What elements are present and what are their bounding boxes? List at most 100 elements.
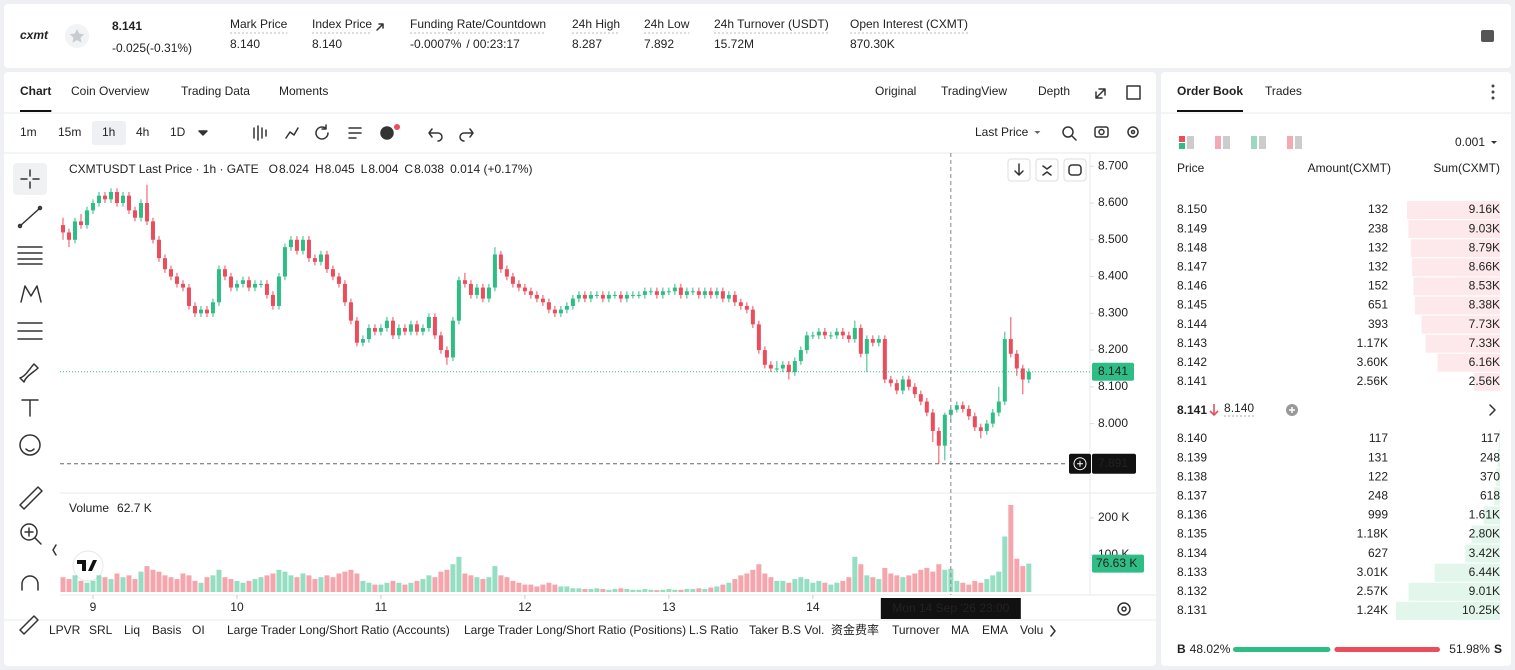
volume-bar xyxy=(750,569,756,592)
view-tab[interactable]: Depth xyxy=(1038,84,1070,98)
indicator-button[interactable]: Basis xyxy=(152,623,181,637)
book-amount: 131 xyxy=(1368,450,1388,464)
candle-body xyxy=(78,221,83,226)
volume-bar xyxy=(678,589,684,592)
chart-tab[interactable]: Trading Data xyxy=(181,84,250,98)
volume-bar xyxy=(618,588,624,592)
candle-body xyxy=(300,239,305,251)
candle-body xyxy=(564,305,569,310)
last-price: 8.141 xyxy=(112,19,142,33)
chart-tab[interactable]: Coin Overview xyxy=(71,84,149,98)
interval-button[interactable]: 4h xyxy=(136,125,149,139)
volume-bar xyxy=(138,571,144,592)
price-source[interactable]: Last Price xyxy=(975,125,1029,139)
indicator-button[interactable]: Liq xyxy=(124,623,140,637)
candle-body xyxy=(846,335,851,340)
indicator-button[interactable]: Large Trader Long/Short Ratio (Accounts) xyxy=(227,623,450,637)
volume-bar xyxy=(210,575,216,592)
book-tab[interactable]: Order Book xyxy=(1177,84,1243,98)
indicator-button[interactable]: Turnover xyxy=(892,623,940,637)
x-tick-label: 12 xyxy=(518,600,532,614)
window-button[interactable] xyxy=(1126,85,1141,100)
candle-body xyxy=(90,203,95,211)
book-tab[interactable]: Trades xyxy=(1265,84,1302,98)
indicator-button[interactable]: EMA xyxy=(982,623,1008,637)
interval-button[interactable]: 1h xyxy=(102,125,115,139)
volume-bar xyxy=(270,573,276,592)
book-amount: 3.01K xyxy=(1357,565,1388,579)
toolbar-icons xyxy=(198,124,1139,142)
interval-button[interactable]: 15m xyxy=(58,125,81,139)
volume-bar xyxy=(162,575,168,592)
book-amount: 122 xyxy=(1368,469,1388,483)
mark-price: 8.140 xyxy=(1224,401,1254,415)
book-sum: 7.33K xyxy=(1469,336,1500,350)
candle-body xyxy=(696,291,701,295)
volume-bar xyxy=(450,564,456,592)
indicator-button[interactable]: Taker B.S Vol. xyxy=(749,623,824,637)
volume-bar xyxy=(810,582,816,592)
volume-bar xyxy=(234,580,240,592)
depth-bar xyxy=(1483,506,1500,525)
candle-body xyxy=(636,294,641,296)
candle-body xyxy=(498,254,503,270)
candle-body xyxy=(774,368,779,370)
indicator-button[interactable]: Volu xyxy=(1020,623,1043,637)
book-sum: 117 xyxy=(1481,431,1500,445)
volume-bar xyxy=(720,584,726,592)
precision-select[interactable]: 0.001 xyxy=(1455,135,1485,149)
volume-bar xyxy=(876,579,882,592)
candle-body xyxy=(912,386,917,395)
indicator-button[interactable]: 资金费率 xyxy=(831,622,879,637)
indicator-button[interactable]: SRL xyxy=(89,623,113,637)
view-tab[interactable]: TradingView xyxy=(941,84,1007,98)
candle-body xyxy=(894,383,899,391)
book-sum: 7.73K xyxy=(1469,317,1500,331)
interval-button[interactable]: 1m xyxy=(20,125,37,139)
crosshair-time-tag xyxy=(880,598,1021,619)
candle-body xyxy=(414,324,419,332)
volume-bar xyxy=(582,589,588,592)
chart-tab[interactable]: Moments xyxy=(279,84,328,98)
book-amount: 152 xyxy=(1368,279,1388,293)
volume-bar xyxy=(612,589,618,592)
y-tick-label: 8.100 xyxy=(1098,379,1128,393)
indicator-button[interactable]: Large Trader Long/Short Ratio (Positions… xyxy=(464,623,686,637)
book-price: 8.134 xyxy=(1177,546,1207,560)
book-amount: 651 xyxy=(1368,298,1388,312)
candle-body xyxy=(228,276,233,288)
scroll-right-button[interactable] xyxy=(1050,625,1056,637)
book-price: 8.133 xyxy=(1177,565,1207,579)
indicator-button[interactable]: OI xyxy=(192,623,205,637)
fullscreen-button[interactable] xyxy=(1095,88,1106,99)
depth-bar xyxy=(1396,601,1500,620)
candle-body xyxy=(798,350,803,362)
depth-bar xyxy=(1493,487,1500,506)
book-view-icons[interactable] xyxy=(1179,84,1497,417)
volume-bar xyxy=(252,579,258,592)
collapse-button[interactable] xyxy=(52,544,57,556)
candle-body xyxy=(486,287,491,299)
sell-ratio: 51.98% xyxy=(1449,642,1490,656)
candle-body xyxy=(540,298,545,303)
indicator-button[interactable]: L.S Ratio xyxy=(689,623,739,637)
volume-bar xyxy=(666,589,672,592)
indicator-button[interactable]: MA xyxy=(951,623,969,637)
volume-bar xyxy=(660,589,666,592)
candle-body xyxy=(138,203,143,218)
view-tab[interactable]: Original xyxy=(875,84,916,98)
indicator-button[interactable]: LPVR xyxy=(49,623,81,637)
interval-button[interactable]: 1D xyxy=(170,125,186,139)
volume-bar xyxy=(918,569,924,592)
candle-body xyxy=(222,269,227,277)
settings-button[interactable] xyxy=(1481,30,1494,42)
candle-body xyxy=(162,258,167,270)
stat-value: -0.0007% xyxy=(410,37,462,51)
candle-body xyxy=(942,414,947,446)
book-amount: 2.57K xyxy=(1357,584,1388,598)
volume-bar xyxy=(924,567,930,592)
chart-tab[interactable]: Chart xyxy=(20,84,51,98)
book-price: 8.131 xyxy=(1177,603,1207,617)
volume-bar xyxy=(672,589,678,592)
volume-bar xyxy=(144,566,150,592)
